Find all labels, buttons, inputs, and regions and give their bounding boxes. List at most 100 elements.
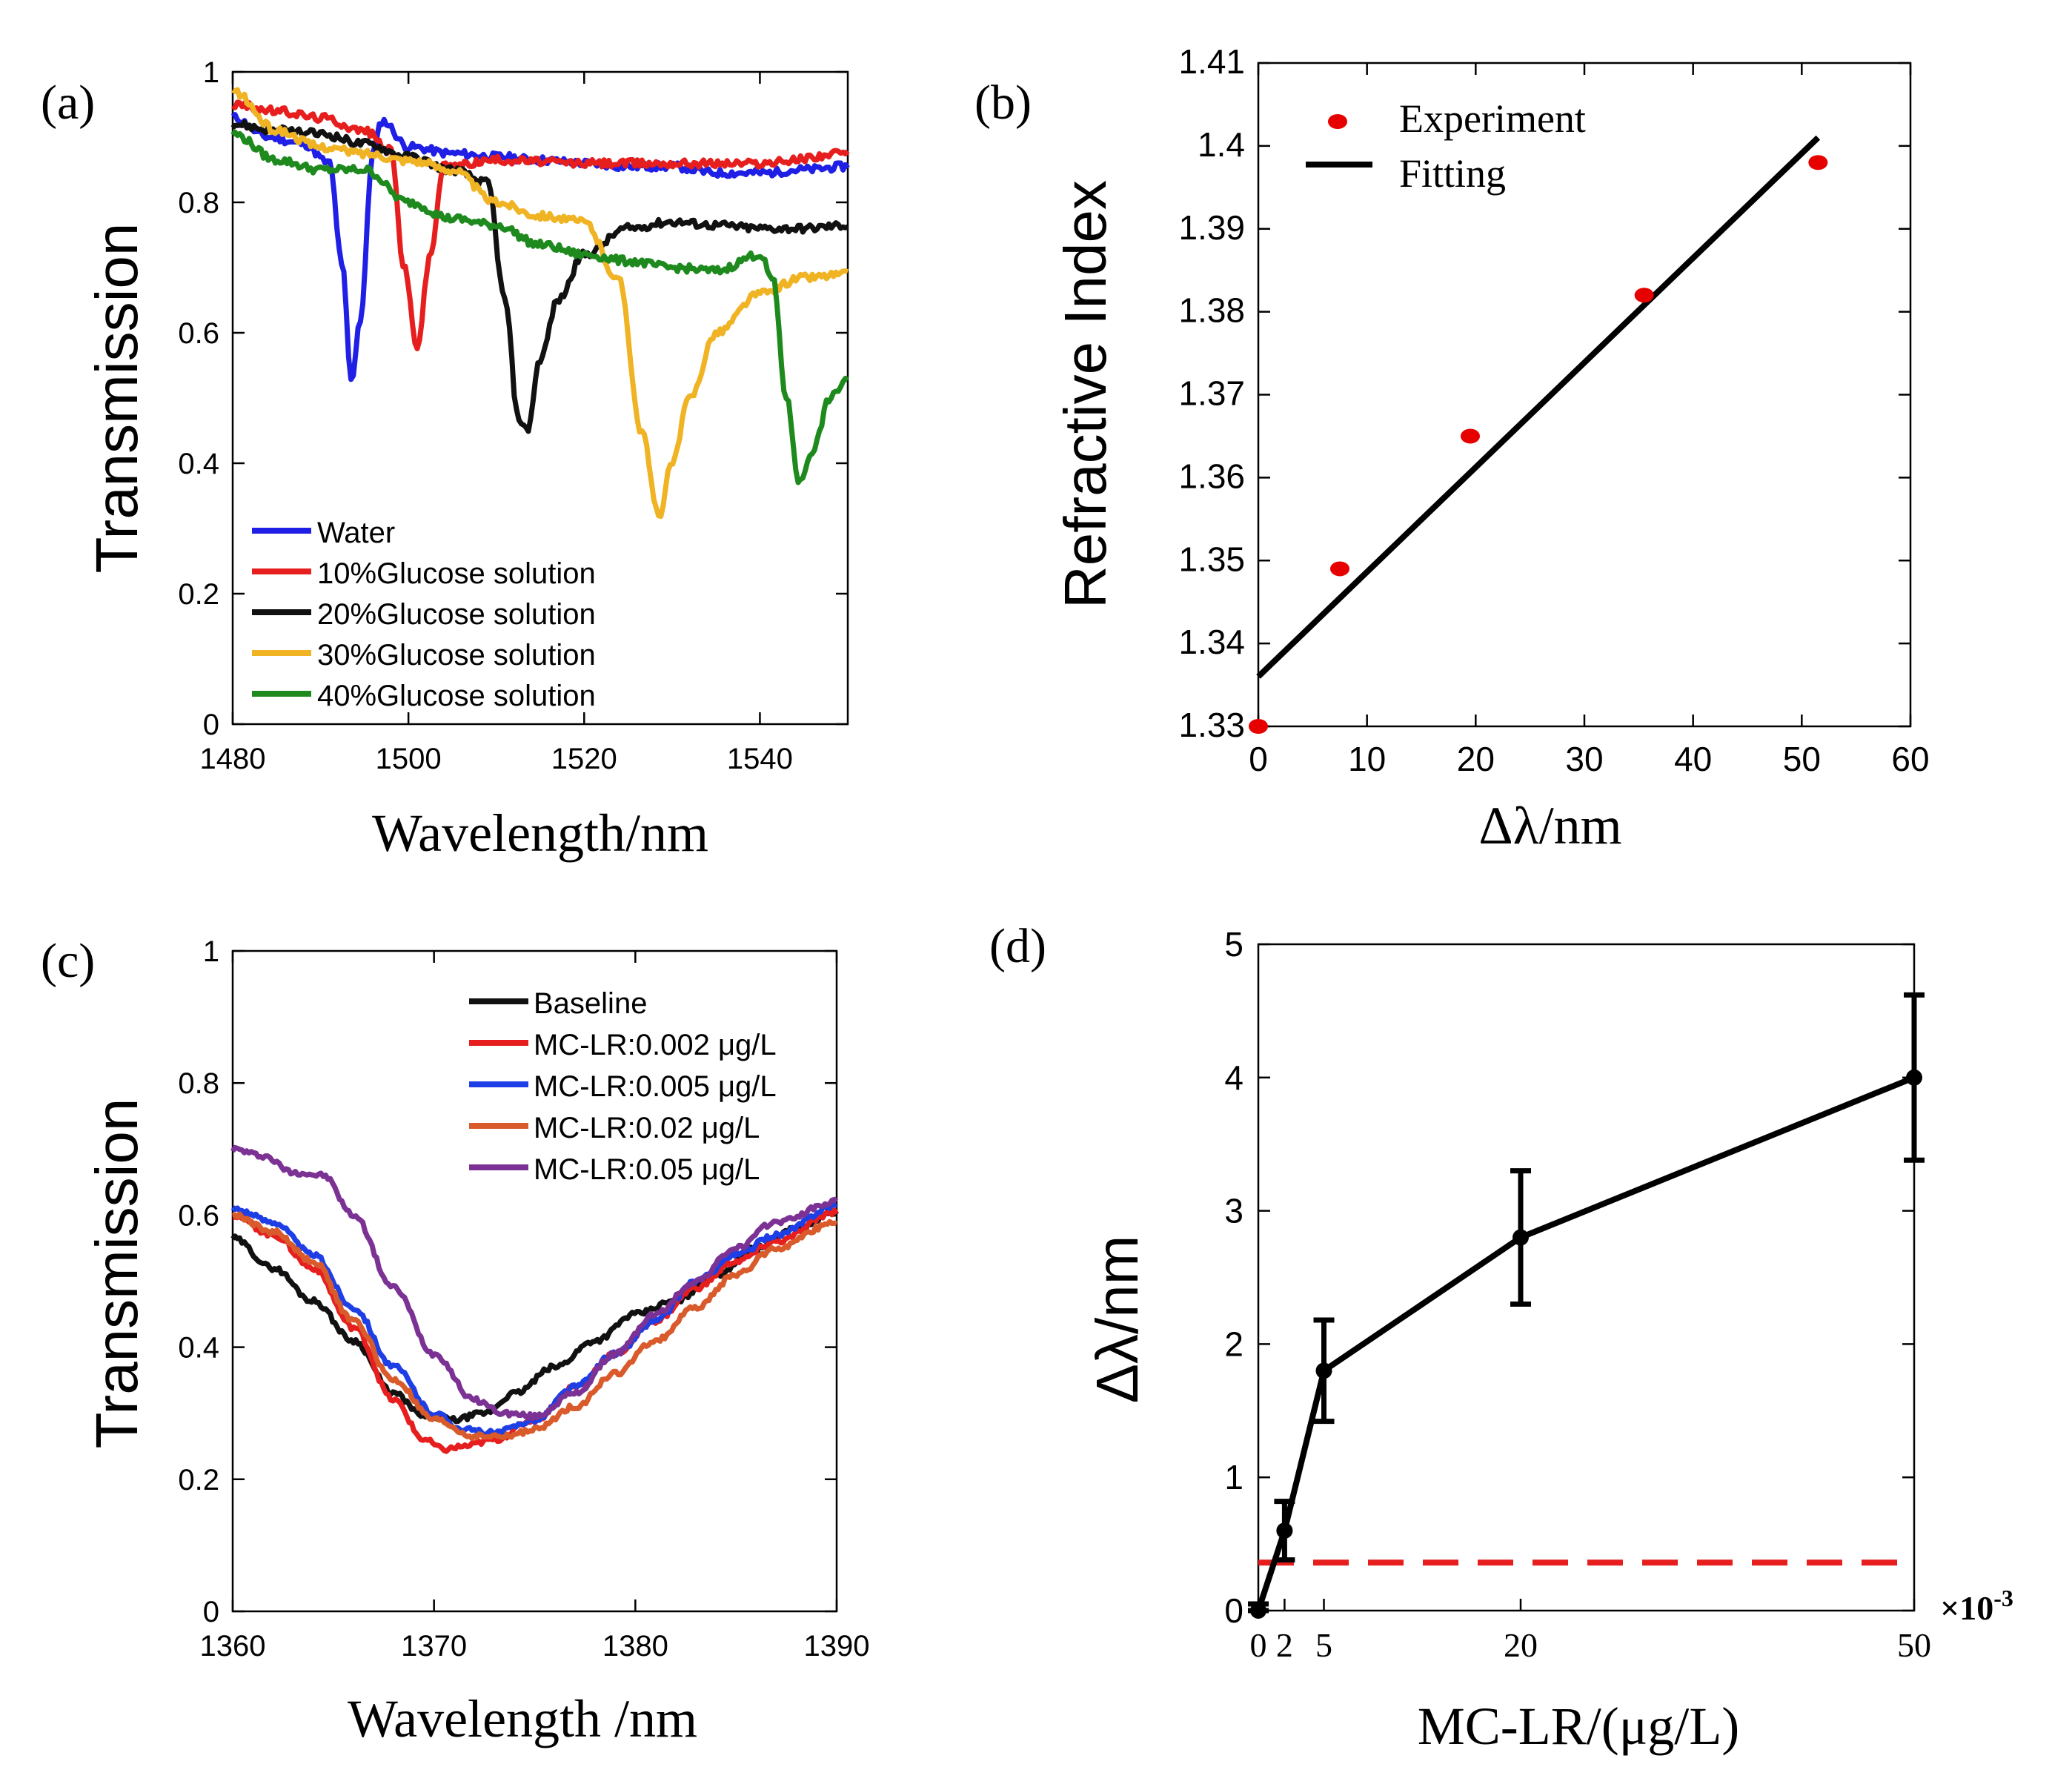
y-tick-label: 4 (1224, 1058, 1243, 1097)
spectrum-line-1 (230, 99, 850, 351)
spectrum-line-3 (231, 87, 849, 520)
panel-b-y-ticks: 1.33 1.34 1.35 1.36 1.37 1.38 1.39 1.4 1.41 (1178, 42, 1910, 744)
panel-b: (b) 1.331.341.351.361.371.381.391.41.41 … (974, 42, 1930, 855)
y-tick-label: 0 (203, 709, 219, 741)
panel-a-y-ticks: 0 0.2 0.4 0.6 0.8 1 (178, 56, 848, 741)
panel-a-y-axis-label: Transmission (84, 223, 150, 574)
panel-c-y-ticks: 0 0.2 0.4 0.6 0.8 1 (178, 935, 837, 1628)
x-tick-label: 50 (1897, 1626, 1931, 1664)
x-tick-label: 1360 (200, 1630, 266, 1662)
x-tick-label: 20 (1504, 1626, 1538, 1664)
y-tick-label: 0 (203, 1596, 219, 1628)
data-point (1513, 1229, 1529, 1246)
fitting-line (1256, 135, 1821, 679)
panel-d-y-ticks: 0 1 2 3 4 5 (1224, 925, 1914, 1630)
legend-label-experiment: Experiment (1399, 96, 1586, 141)
panel-c-legend: Baseline MC-LR:0.002 μg/L MC-LR:0.005 μg… (469, 987, 777, 1186)
legend-label-0-005: MC-LR:0.005 μg/L (534, 1070, 777, 1103)
spectrum-line-4 (230, 1144, 839, 1422)
x-tick-label: 0 (1250, 1626, 1267, 1664)
y-tick-label: 1.41 (1178, 42, 1245, 81)
legend-label-0-002: MC-LR:0.002 μg/L (534, 1029, 777, 1061)
data-point (1276, 1522, 1293, 1539)
experiment-point (1634, 288, 1654, 303)
y-tick-label: 1.38 (1178, 291, 1245, 330)
legend-label-20-glucose: 20%Glucose solution (317, 598, 596, 631)
panel-d-x-multiplier-exponent: -3 (1993, 1585, 2013, 1611)
panel-d-marks (1248, 992, 1925, 1619)
y-tick-label: 0.2 (178, 1464, 219, 1496)
x-tick-label: 40 (1674, 740, 1712, 778)
data-point (1250, 1602, 1266, 1619)
spectrum-line-2 (230, 119, 849, 434)
panel-b-y-axis-label: Refractive Index (1052, 180, 1118, 609)
legend-swatch-experiment (1328, 114, 1347, 129)
panel-c-label: (c) (41, 934, 95, 988)
y-tick-label: 0.4 (178, 448, 219, 480)
x-tick-label: 20 (1457, 740, 1495, 778)
y-tick-label: 0.4 (178, 1332, 219, 1365)
panel-d-label: (d) (989, 919, 1046, 973)
panel-a-legend: Water 10%Glucose solution 20%Glucose sol… (252, 517, 596, 712)
panel-c-plot-frame (231, 949, 838, 1613)
data-point (1315, 1362, 1332, 1379)
y-tick-label: 1.34 (1178, 623, 1245, 661)
y-tick-label: 1 (1224, 1458, 1243, 1496)
legend-label-baseline: Baseline (534, 987, 647, 1020)
y-tick-label: 0 (1224, 1591, 1243, 1630)
spectrum-line-2 (230, 1201, 837, 1438)
panel-a-lines (230, 87, 850, 520)
experiment-point (1461, 428, 1480, 444)
legend-label-0-02: MC-LR:0.02 μg/L (534, 1112, 760, 1144)
y-tick-label: 1.35 (1178, 540, 1245, 578)
panel-d-x-multiplier: ×10-3 (1940, 1585, 2013, 1627)
y-tick-label: 1.39 (1178, 208, 1245, 247)
panel-a-label: (a) (41, 76, 95, 130)
spectrum-line-4 (230, 129, 849, 485)
legend-label-0-05: MC-LR:0.05 μg/L (534, 1153, 760, 1186)
panel-d-x-multiplier-base: ×10 (1940, 1589, 1993, 1627)
x-tick-label: 1480 (200, 743, 266, 775)
panel-d-y-axis-label: Δλ/nm (1084, 1236, 1150, 1404)
y-tick-label: 1.36 (1178, 457, 1245, 495)
x-tick-label: 1500 (376, 743, 442, 775)
panel-a-x-ticks: 1480 1500 1520 1540 (200, 72, 793, 775)
data-point (1906, 1069, 1922, 1086)
x-tick-label: 10 (1348, 740, 1386, 778)
panel-a-x-axis-label: Wavelength/nm (372, 803, 708, 863)
x-tick-label: 60 (1891, 740, 1929, 778)
spectrum-line-3 (231, 1211, 838, 1442)
panel-b-label: (b) (974, 76, 1032, 130)
panel-b-marks (1249, 135, 1828, 734)
y-tick-label: 0.6 (178, 1199, 219, 1232)
panel-b-x-ticks: 0 10 20 30 40 50 60 (1249, 63, 1930, 778)
x-tick-label: 2 (1276, 1626, 1293, 1664)
x-tick-label: 1370 (401, 1630, 467, 1662)
y-tick-label: 0.8 (178, 1067, 219, 1100)
x-tick-label: 1390 (804, 1630, 870, 1662)
y-tick-label: 2 (1224, 1324, 1243, 1363)
x-tick-label: 5 (1315, 1626, 1332, 1664)
y-tick-label: 3 (1224, 1192, 1243, 1230)
experiment-point (1330, 561, 1349, 577)
panel-a-plot-frame (231, 70, 849, 726)
x-tick-label: 0 (1249, 740, 1268, 778)
legend-label-40-glucose: 40%Glucose solution (317, 680, 596, 712)
legend-label-10-glucose: 10%Glucose solution (317, 557, 596, 590)
y-tick-label: 0.2 (178, 578, 219, 611)
panel-c-lines (230, 1144, 839, 1454)
experiment-point (1249, 719, 1268, 734)
y-tick-label: 1.33 (1178, 706, 1245, 744)
panel-c-y-axis-label: Transmission (84, 1098, 150, 1449)
panel-b-legend: Experiment Fitting (1306, 96, 1586, 196)
y-tick-label: 1.37 (1178, 374, 1245, 413)
experiment-point (1808, 155, 1828, 170)
legend-label-30-glucose: 30%Glucose solution (317, 639, 596, 672)
panel-c: (c) 0 0.2 0.4 0.6 0.8 1 1360 1370 1380 1390 Tran… (41, 934, 869, 1748)
legend-label-fitting: Fitting (1399, 151, 1506, 196)
panel-c-x-axis-label: Wavelength /nm (348, 1689, 697, 1748)
x-tick-label: 30 (1565, 740, 1603, 778)
y-tick-label: 1 (203, 935, 219, 968)
y-tick-label: 0.6 (178, 317, 219, 350)
